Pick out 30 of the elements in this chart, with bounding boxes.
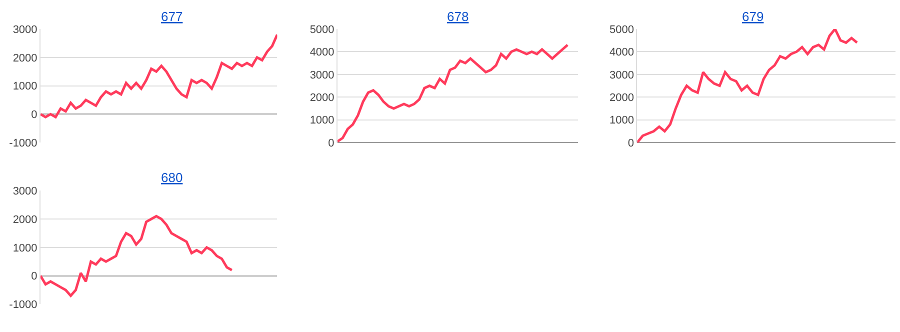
y-tick-label: 1000 [310,114,334,127]
line-series [637,29,858,143]
chart-title: 678 [447,9,469,24]
chart-title: 677 [161,9,183,24]
line-series [338,44,569,143]
y-tick-label: 3000 [310,69,334,82]
y-tick-label: 1000 [610,114,634,127]
chart-title: 679 [742,9,764,24]
y-tick-label: 3000 [12,24,38,36]
y-tick-label: 2000 [12,52,38,64]
y-tick-label: 5000 [310,24,334,36]
y-tick-label: 2000 [12,214,38,226]
line-series [40,33,278,118]
line-series [40,214,234,297]
y-tick-label: 1000 [12,80,38,93]
y-tick-label: 0 [628,137,634,150]
y-tick-label: 0 [31,109,38,122]
y-tick-label: 0 [328,137,334,150]
y-tick-label: -1000 [9,137,38,150]
y-tick-label: -1000 [9,299,38,312]
y-tick-label: 5000 [610,24,634,36]
chart-title: 680 [161,170,183,185]
y-tick-label: 4000 [610,46,634,59]
y-tick-label: 2000 [310,92,334,104]
y-tick-label: 3000 [12,185,38,198]
y-tick-label: 3000 [610,69,634,82]
y-tick-label: 1000 [12,242,38,254]
y-tick-label: 4000 [310,46,334,59]
y-tick-label: 0 [31,270,38,283]
y-tick-label: 2000 [610,92,634,104]
